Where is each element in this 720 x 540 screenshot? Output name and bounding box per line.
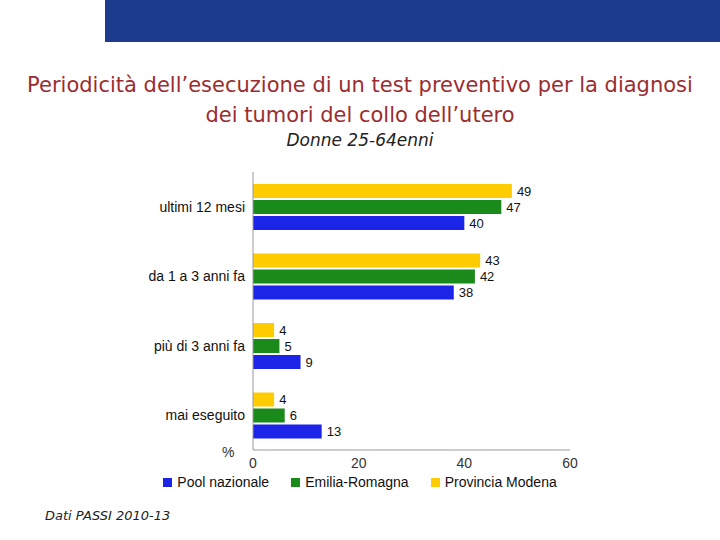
svg-text:60: 60 <box>562 455 578 471</box>
svg-text:40: 40 <box>457 455 473 471</box>
svg-text:40: 40 <box>469 216 483 231</box>
svg-text:più di 3 anni fa: più di 3 anni fa <box>154 338 245 354</box>
html-text:Provincia Modena: Provincia Modena <box>444 474 557 490</box>
html-text:Dati PASSI 2010-13: Dati PASSI 2010-13 <box>45 508 171 523</box>
html-text:Pool nazionale: Pool nazionale <box>177 474 270 490</box>
svg-text:mai eseguito: mai eseguito <box>166 407 246 423</box>
svg-text:20: 20 <box>351 455 367 471</box>
svg-text:ultimi 12 mesi: ultimi 12 mesi <box>159 199 245 215</box>
svg-text:9: 9 <box>306 355 313 370</box>
html-text:Periodicità dell’esecuzione di: Periodicità dell’esecuzione di un test p… <box>27 73 693 127</box>
svg-text:5: 5 <box>284 339 291 354</box>
svg-text:42: 42 <box>480 269 494 284</box>
svg-text:da 1 a 3 anni fa: da 1 a 3 anni fa <box>148 268 245 284</box>
html-text:Emilia-Romagna: Emilia-Romagna <box>305 474 409 490</box>
svg-text:38: 38 <box>459 285 473 300</box>
svg-text:43: 43 <box>485 253 499 268</box>
svg-text:4: 4 <box>279 323 286 338</box>
svg-text:0: 0 <box>249 455 257 471</box>
svg-text:6: 6 <box>290 408 297 423</box>
html-text:Donne 25-64enni: Donne 25-64enni <box>286 130 434 150</box>
svg-text:49: 49 <box>517 184 531 199</box>
svg-text:47: 47 <box>506 200 520 215</box>
svg-text:4: 4 <box>279 392 286 407</box>
svg-text:13: 13 <box>327 424 341 439</box>
